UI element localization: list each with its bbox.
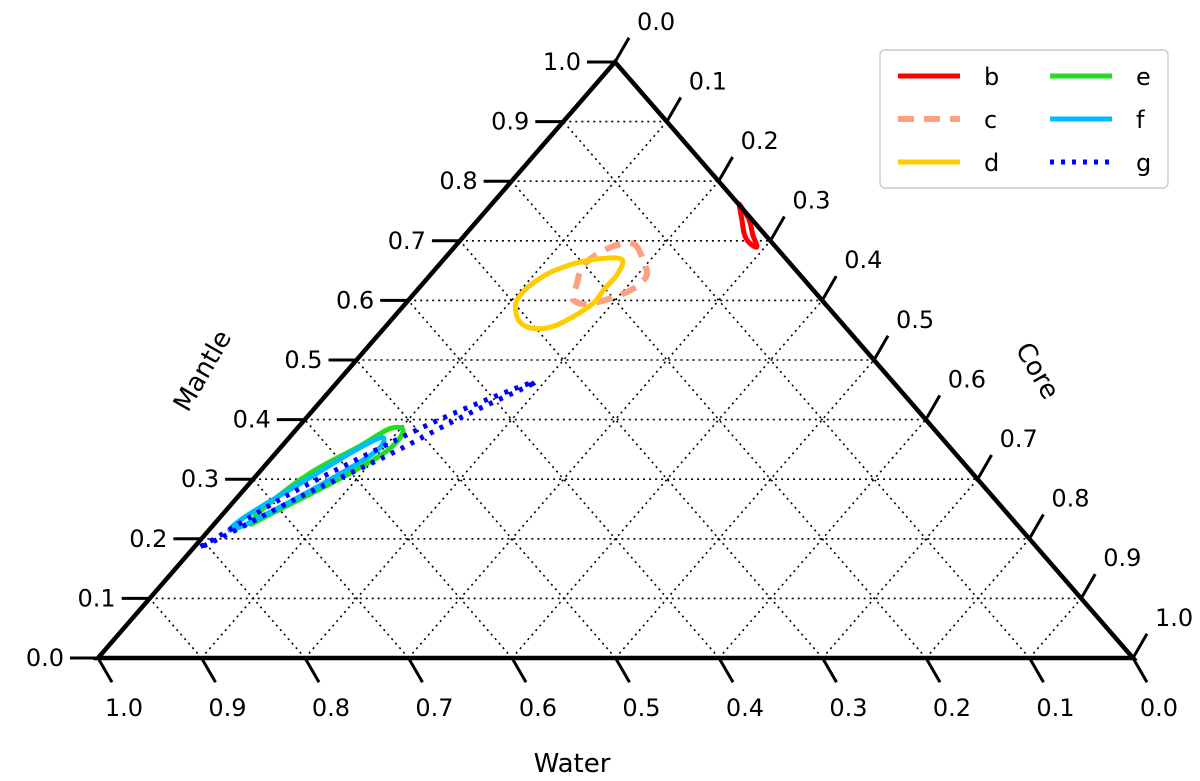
tick-label-mantle: 0.9 — [491, 108, 529, 136]
tick-label-core: 0.3 — [792, 187, 830, 215]
grid-line-water — [200, 538, 306, 659]
tick-water — [303, 657, 321, 683]
tick-label-mantle: 0.8 — [439, 167, 477, 195]
tick-label-core: 0.5 — [896, 306, 934, 334]
tick-core — [717, 156, 734, 182]
tick-water — [407, 657, 424, 683]
tick-label-core: 0.7 — [1000, 425, 1038, 453]
tick-core — [872, 335, 890, 361]
grid-lines — [149, 120, 1082, 659]
grid-line-core — [925, 538, 1031, 659]
grid-line-core — [821, 478, 979, 659]
tick-label-core: 0.1 — [689, 67, 727, 95]
tick-label-mantle: 0.3 — [181, 465, 219, 493]
tick-label-water: 0.2 — [933, 694, 971, 722]
legend-label-e: e — [1136, 63, 1151, 91]
tick-water — [614, 657, 631, 683]
tick-core — [769, 215, 786, 242]
legend-label-d: d — [984, 149, 999, 177]
grid-line-water — [149, 597, 203, 659]
legend-label-b: b — [984, 63, 999, 91]
tick-label-core: 0.0 — [637, 8, 675, 36]
contours — [196, 201, 760, 551]
axis-ticks: 0.0 0.0 1.0 0.1 0.1 0.9 0.2 0.2 0.8 0.3 0.3 0.7 0.4 0… — [26, 8, 1193, 722]
tick-label-core: 0.8 — [1051, 485, 1089, 513]
grid-line-core — [1028, 597, 1082, 659]
grid-line-water — [304, 419, 513, 659]
tick-label-water: 0.8 — [312, 694, 350, 722]
grid-line-water — [355, 359, 617, 659]
contour-c — [569, 240, 651, 307]
tick-label-mantle: 0.0 — [26, 644, 64, 672]
tick-label-mantle: 0.4 — [233, 406, 271, 434]
tick-label-core: 0.6 — [948, 365, 986, 393]
contour-g — [196, 379, 538, 551]
tick-label-mantle: 0.7 — [388, 227, 426, 255]
tick-label-mantle: 0.2 — [129, 525, 167, 553]
tick-water — [510, 657, 528, 683]
tick-label-water: 0.4 — [726, 694, 764, 722]
tick-label-core: 1.0 — [1155, 604, 1193, 632]
tick-label-core: 0.4 — [844, 246, 882, 274]
tick-label-core: 0.9 — [1103, 544, 1141, 572]
tick-label-water: 0.7 — [415, 694, 453, 722]
tick-water — [1131, 657, 1149, 683]
grid-line-core — [304, 180, 720, 659]
tick-water — [821, 657, 838, 683]
tick-core — [1079, 573, 1097, 600]
grid-line-core — [407, 240, 772, 659]
tick-water — [96, 657, 114, 683]
grid-line-core — [200, 121, 668, 659]
tick-label-mantle: 0.5 — [284, 346, 322, 374]
tick-label-water: 0.5 — [622, 694, 660, 722]
grid-line-water — [562, 121, 1031, 659]
grid-line-water — [252, 478, 410, 659]
legend-label-f: f — [1136, 106, 1145, 134]
grid-line-water — [459, 240, 824, 659]
grid-line-core — [614, 359, 875, 659]
tick-label-water: 0.0 — [1140, 694, 1178, 722]
tick-core — [1131, 633, 1149, 659]
contour-d — [512, 255, 626, 332]
tick-label-mantle: 0.1 — [78, 584, 116, 612]
tick-core — [924, 394, 942, 421]
tick-water — [1028, 657, 1045, 683]
tick-label-water: 0.6 — [519, 694, 557, 722]
tick-water — [200, 657, 217, 683]
grid-line-core — [718, 419, 927, 659]
tick-label-water: 0.3 — [829, 694, 867, 722]
tick-label-mantle: 1.0 — [543, 48, 581, 76]
tick-core — [820, 275, 838, 302]
tick-core — [613, 37, 631, 63]
tick-core — [976, 454, 993, 480]
tick-core — [1028, 513, 1045, 540]
tick-water — [924, 657, 942, 683]
legend: bcd efg — [879, 49, 1169, 189]
tick-label-water: 0.9 — [208, 694, 246, 722]
tick-core — [665, 96, 683, 123]
tick-label-mantle: 0.6 — [336, 286, 374, 314]
legend-label-g: g — [1136, 149, 1151, 177]
tick-label-core: 0.2 — [741, 127, 779, 155]
legend-label-c: c — [984, 106, 997, 134]
water-axis-title: Water — [534, 749, 611, 779]
tick-label-water: 1.0 — [105, 694, 143, 722]
axis-titles: Mantle Core Water — [168, 325, 1065, 779]
core-axis-title: Core — [1009, 337, 1065, 404]
mantle-axis-title: Mantle — [168, 325, 238, 416]
tick-water — [717, 657, 735, 683]
legend-box — [879, 49, 1169, 189]
tick-label-water: 0.1 — [1036, 694, 1074, 722]
